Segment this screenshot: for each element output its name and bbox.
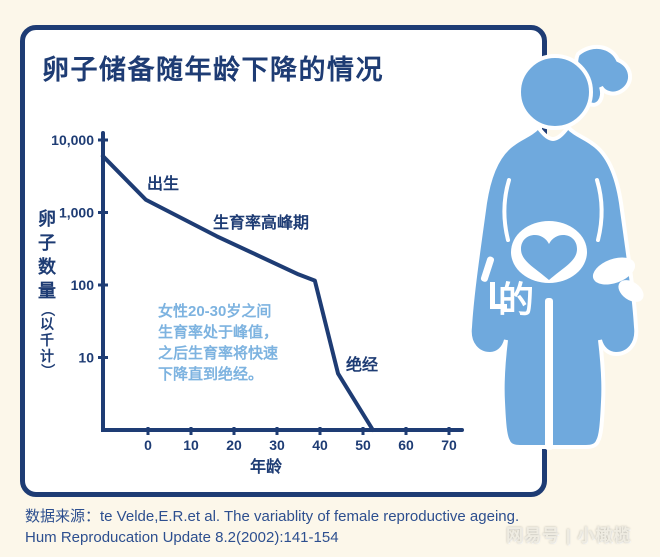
leg-gap (545, 298, 553, 450)
data-source-line1: 数据来源：te Velde,E.R.et al. The variablity … (25, 508, 520, 525)
pregnant-woman-figure: 的 (467, 44, 644, 450)
watermark-fragment-petal-2 (618, 280, 644, 302)
page-title: 卵子储备随年龄下降的情况 (42, 55, 384, 85)
y-axis-label: 卵子数量（以千计） (38, 209, 56, 378)
note-line: 女性20-30岁之间 (158, 303, 272, 320)
data-source-footer: 数据来源：te Velde,E.R.et al. The variablity … (25, 506, 519, 548)
watermark-fragment-bracket (490, 282, 507, 309)
watermark-fragment-petal-1 (592, 257, 636, 285)
note-line: 之后生育率将快速 (158, 345, 279, 362)
right-arm-notch (595, 178, 604, 242)
annotation-peak-fertility: 生育率高峰期 (213, 215, 310, 232)
watermark-char: 的 (498, 279, 534, 320)
x-axis-label: 年龄 (250, 459, 283, 476)
fertility-note-text: 女性20-30岁之间 生育率处于峰值， 之后生育率将快速 下降直到绝经。 (158, 301, 278, 385)
note-line: 生育率处于峰值， (158, 324, 279, 341)
publisher-watermark: 网易号 | 小橄榄 (506, 526, 632, 545)
watermark-fragment-slash (480, 256, 495, 282)
head-shape (517, 54, 593, 130)
body-shape (467, 123, 639, 449)
data-source-line2: Hum Reproducation Update 8.2(2002):141-1… (25, 529, 339, 546)
heart-icon (521, 235, 577, 280)
note-line: 下降直到绝经。 (158, 366, 264, 383)
annotation-birth: 出生 (147, 176, 180, 193)
left-arm-notch (502, 178, 511, 242)
annotation-menopause: 绝经 (346, 357, 379, 374)
